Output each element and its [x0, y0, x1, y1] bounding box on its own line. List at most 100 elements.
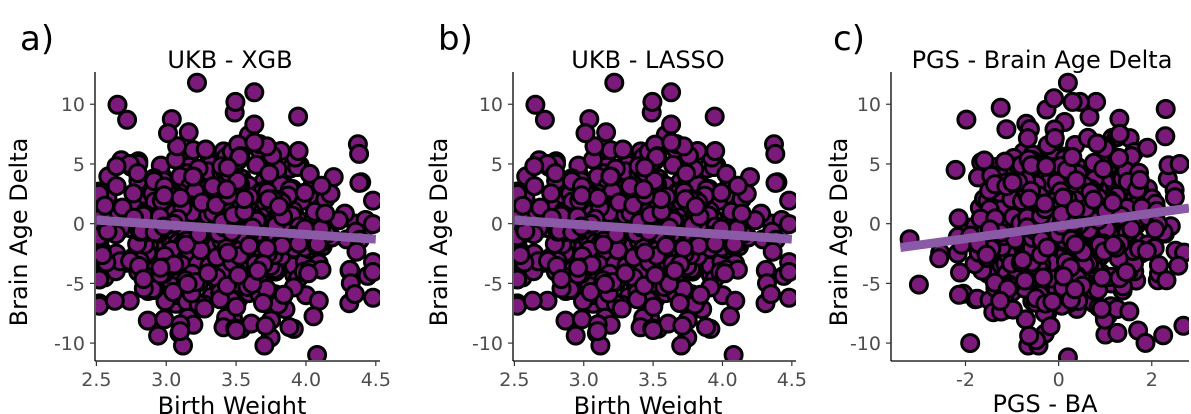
data-point — [1057, 347, 1078, 360]
data-point — [779, 287, 796, 308]
data-point — [525, 94, 546, 115]
data-point — [696, 317, 716, 338]
y-tick-label: 0 — [73, 214, 85, 236]
y-tick-label: -10 — [54, 333, 85, 355]
data-point — [228, 265, 249, 286]
data-point — [107, 94, 128, 115]
data-point — [704, 106, 725, 127]
x-axis-title: Birth Weight — [158, 392, 307, 414]
y-tick-label: 0 — [869, 214, 881, 236]
data-point — [669, 293, 690, 313]
data-point — [154, 185, 175, 206]
data-point — [995, 151, 1015, 172]
data-point — [1002, 172, 1023, 193]
data-point — [349, 172, 370, 193]
data-point — [96, 195, 115, 216]
data-point — [1168, 255, 1189, 276]
y-tick-label: 5 — [491, 154, 503, 176]
data-point — [1086, 91, 1107, 112]
plot-area: -10 -5 0 5 10 -2 0 2 — [850, 72, 1189, 391]
data-point — [612, 139, 633, 160]
data-point — [615, 263, 636, 284]
data-point — [956, 109, 977, 130]
data-point — [158, 123, 178, 144]
data-point — [514, 245, 531, 266]
data-point — [299, 163, 320, 184]
data-point — [1109, 148, 1129, 168]
data-point — [522, 290, 543, 311]
data-point — [1093, 159, 1114, 179]
data-point — [1065, 199, 1086, 219]
panel-a: a) UKB - XGB Brain Age Delta Birth Weigh… — [5, 19, 391, 414]
data-point — [524, 156, 545, 177]
data-point — [96, 245, 113, 266]
data-point — [349, 143, 370, 164]
data-point — [170, 321, 191, 342]
data-point — [762, 241, 783, 262]
data-point — [106, 156, 127, 177]
data-point — [950, 262, 970, 283]
data-point — [594, 273, 615, 294]
data-point — [1135, 332, 1156, 353]
data-point — [255, 315, 276, 336]
data-point — [1017, 128, 1038, 149]
data-point — [976, 244, 997, 265]
data-point — [183, 166, 204, 187]
data-point — [1116, 262, 1137, 283]
data-point — [137, 310, 158, 331]
data-point — [604, 72, 625, 93]
points-group — [514, 72, 796, 360]
data-point — [634, 157, 655, 178]
data-point — [596, 122, 617, 143]
data-point — [216, 179, 237, 200]
data-point — [1019, 325, 1040, 346]
x-tick-label: 4.5 — [361, 369, 391, 391]
data-point — [1155, 99, 1176, 119]
data-point — [256, 238, 277, 259]
data-point — [996, 119, 1017, 140]
data-point — [288, 141, 309, 161]
data-point — [96, 269, 110, 290]
data-point — [1044, 128, 1065, 149]
data-point — [1062, 91, 1083, 112]
data-point — [524, 176, 545, 197]
points-group — [96, 72, 380, 360]
data-point — [1173, 315, 1189, 336]
data-point — [1034, 193, 1055, 214]
data-point — [1156, 270, 1177, 291]
data-point — [294, 182, 315, 203]
y-tick-label: 10 — [61, 94, 85, 116]
y-tick-label: 10 — [857, 94, 881, 116]
data-point — [363, 190, 380, 211]
data-point — [1092, 267, 1112, 288]
data-point — [673, 238, 694, 259]
data-point — [908, 274, 929, 295]
data-point — [1153, 325, 1174, 346]
data-point — [1107, 322, 1128, 343]
data-point — [177, 273, 198, 294]
data-point — [244, 82, 265, 103]
data-point — [990, 290, 1011, 311]
data-point — [1091, 298, 1112, 319]
data-point — [279, 317, 300, 338]
x-tick-label: 0 — [1053, 369, 1065, 391]
data-point — [929, 248, 950, 269]
data-point — [363, 262, 380, 282]
y-tick-label: -10 — [472, 333, 503, 355]
plot-area: -10 -5 0 5 10 2.5 3.0 3.5 4.0 4.5 — [472, 72, 807, 391]
data-point — [949, 284, 969, 305]
data-point — [593, 234, 614, 255]
regression-line — [899, 203, 1189, 253]
data-point — [1087, 133, 1108, 154]
data-point — [642, 91, 663, 112]
data-point — [661, 114, 682, 135]
data-point — [234, 189, 255, 209]
y-axis-title: Brain Age Delta — [5, 138, 33, 327]
data-point — [148, 325, 169, 346]
data-point — [779, 214, 796, 235]
data-point — [311, 175, 332, 196]
data-point — [671, 335, 692, 356]
data-point — [716, 163, 737, 184]
data-point — [945, 159, 966, 180]
x-tick-label: 4.0 — [707, 369, 737, 391]
